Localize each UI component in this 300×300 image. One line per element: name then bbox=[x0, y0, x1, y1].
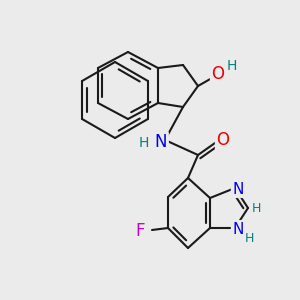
Text: H: H bbox=[139, 136, 149, 150]
Text: N: N bbox=[155, 133, 167, 151]
Text: O: O bbox=[217, 131, 230, 149]
Text: N: N bbox=[232, 221, 244, 236]
Text: H: H bbox=[251, 202, 261, 214]
Text: H: H bbox=[227, 59, 237, 73]
Text: N: N bbox=[232, 182, 244, 196]
Text: H: H bbox=[244, 232, 254, 244]
Text: O: O bbox=[212, 65, 224, 83]
Text: F: F bbox=[135, 222, 145, 240]
